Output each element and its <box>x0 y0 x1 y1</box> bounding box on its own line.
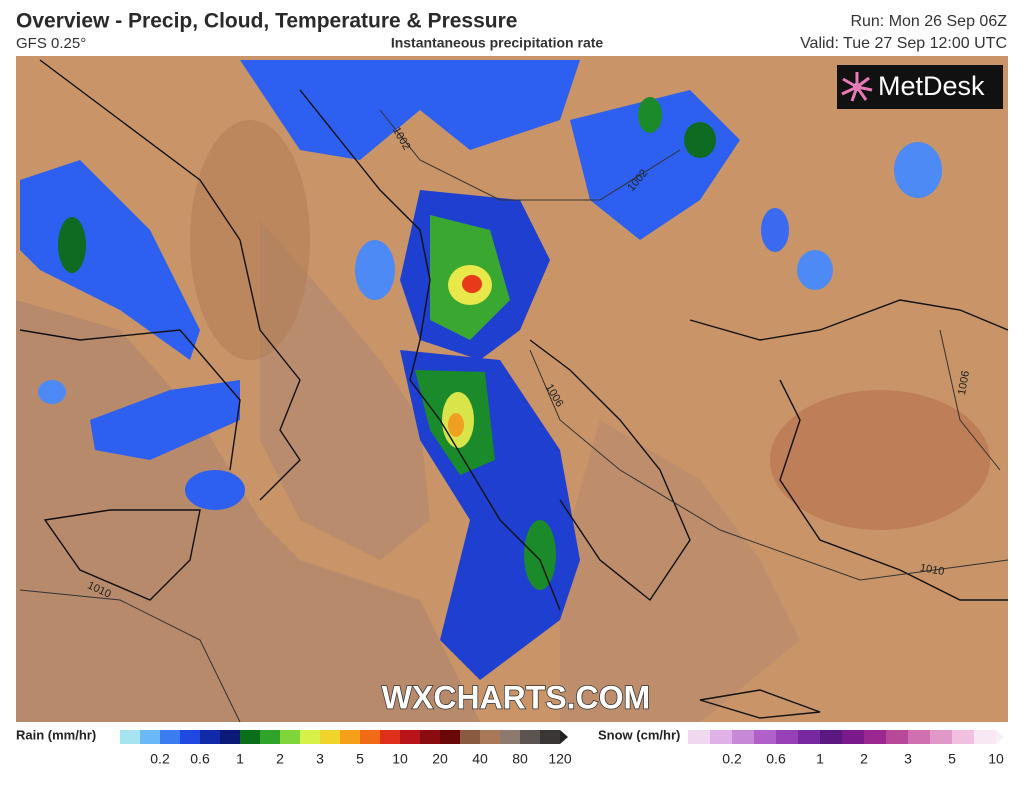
isobar <box>529 349 1009 581</box>
rain-swatch <box>540 730 560 744</box>
rain-swatch <box>380 730 400 744</box>
rain-tick-label: 0.6 <box>190 751 210 767</box>
snow-legend-label: Snow (cm/hr) <box>598 727 680 742</box>
rain-tick-label: 2 <box>276 751 284 767</box>
rain-tick-label: 40 <box>472 751 488 767</box>
snow-swatch <box>732 730 754 744</box>
map: 1002 1002 1006 1006 1010 1010 MetDesk WX… <box>16 56 1009 723</box>
product: Instantaneous precipitation rate <box>391 35 604 51</box>
snow-tick-label: 0.2 <box>722 751 742 767</box>
rain-tick-label: 20 <box>432 751 448 767</box>
isobar <box>379 109 681 201</box>
rain-swatch <box>360 730 380 744</box>
rain-swatch <box>300 730 320 744</box>
rain-swatch <box>500 730 520 744</box>
snow-tick-label: 1 <box>816 751 824 767</box>
title: Overview - Precip, Cloud, Temperature & … <box>16 10 517 33</box>
logo-text: MetDesk <box>878 71 985 101</box>
isobar-label: 1010 <box>919 562 945 578</box>
rain-swatch <box>440 730 460 744</box>
logo-box <box>837 65 1003 109</box>
snow-swatch <box>776 730 798 744</box>
coastline <box>689 299 1009 341</box>
snow-swatch <box>798 730 820 744</box>
snow-swatch <box>908 730 930 744</box>
coastline <box>43 509 201 601</box>
rain-swatch <box>520 730 540 744</box>
rain-swatch <box>260 730 280 744</box>
snow-swatch <box>710 730 732 744</box>
run-time: Run: Mon 26 Sep 06Z <box>850 13 1007 30</box>
logo-icon <box>841 72 873 102</box>
legends: 0.2 0.6 1 2 3 5 10 20 40 80 120 0.2 0.6 1 2 3 5 10 <box>120 730 1004 767</box>
snow-arrow <box>996 730 1004 744</box>
rain-tick-label: 10 <box>392 751 408 767</box>
rain-swatch <box>320 730 340 744</box>
snow-tick-label: 5 <box>948 751 956 767</box>
rain-swatch <box>160 730 180 744</box>
snow-tick-label: 2 <box>860 751 868 767</box>
rain-swatch <box>480 730 500 744</box>
rain-swatch <box>140 730 160 744</box>
isobar-label: 1006 <box>956 370 972 396</box>
coastline <box>19 329 241 471</box>
rain-swatch <box>120 730 140 744</box>
snow-tick-label: 3 <box>904 751 912 767</box>
rain-swatch <box>400 730 420 744</box>
rain-tick-label: 80 <box>512 751 528 767</box>
rain-swatch <box>420 730 440 744</box>
coastline <box>779 379 1008 601</box>
snow-tick-label: 0.6 <box>766 751 786 767</box>
snow-swatch <box>886 730 908 744</box>
rain-tick-label: 1 <box>236 751 244 767</box>
rain-arrow <box>560 730 568 744</box>
rain-tick-label: 5 <box>356 751 364 767</box>
rain-tick-label: 3 <box>316 751 324 767</box>
watermark: WXCHARTS.COM <box>382 679 650 715</box>
rain-swatch <box>240 730 260 744</box>
snow-swatch <box>952 730 974 744</box>
rain-tick-label: 0.2 <box>150 751 170 767</box>
rain-swatch <box>180 730 200 744</box>
coastline <box>299 89 561 611</box>
snow-swatch <box>842 730 864 744</box>
sea <box>260 220 430 560</box>
snow-swatch <box>820 730 842 744</box>
snow-swatch <box>930 730 952 744</box>
snow-swatch <box>974 730 996 744</box>
snow-swatch <box>688 730 710 744</box>
precipitation <box>20 60 942 680</box>
coastline <box>529 339 691 602</box>
rain-swatch <box>280 730 300 744</box>
rain-swatch <box>340 730 360 744</box>
snow-swatch <box>754 730 776 744</box>
coastline <box>39 59 301 501</box>
rain-swatch <box>460 730 480 744</box>
coastline <box>699 689 821 719</box>
rain-swatch <box>220 730 240 744</box>
valid-time: Valid: Tue 27 Sep 12:00 UTC <box>800 35 1007 52</box>
land-warm <box>190 120 310 360</box>
isobar <box>19 589 241 723</box>
isobar <box>939 329 1001 471</box>
rain-swatch <box>200 730 220 744</box>
rain-tick-label: 120 <box>548 751 572 767</box>
land-warm <box>770 390 990 530</box>
snow-tick-label: 10 <box>988 751 1004 767</box>
model: GFS 0.25° <box>16 35 86 52</box>
rain-legend-label: Rain (mm/hr) <box>16 727 96 742</box>
sea <box>560 420 800 722</box>
snow-swatch <box>864 730 886 744</box>
